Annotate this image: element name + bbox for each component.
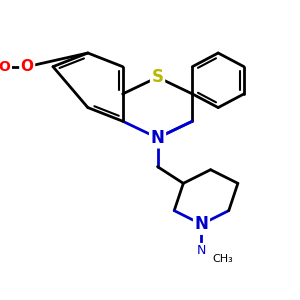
- Text: O: O: [21, 59, 34, 74]
- Text: N: N: [151, 129, 164, 147]
- Text: S: S: [152, 68, 164, 86]
- Text: N: N: [195, 215, 208, 233]
- Text: O: O: [0, 60, 11, 74]
- Text: N: N: [197, 244, 206, 256]
- Text: CH₃: CH₃: [212, 254, 233, 264]
